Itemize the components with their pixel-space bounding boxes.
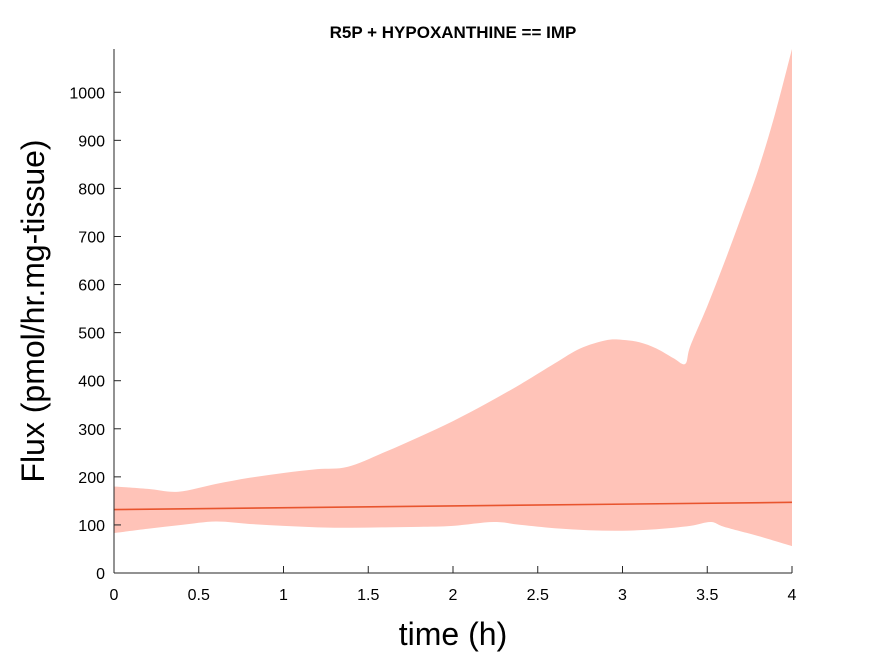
y-tick-label: 800 [78, 181, 105, 198]
x-axis-label: time (h) [399, 616, 507, 652]
x-tick-label: 3 [618, 587, 627, 604]
x-tick-label: 3.5 [696, 587, 718, 604]
y-tick-label: 400 [78, 374, 105, 391]
x-tick-label: 1.5 [357, 587, 379, 604]
y-tick-label: 100 [78, 518, 105, 535]
y-tick-label: 600 [78, 278, 105, 295]
x-tick-label: 1 [279, 587, 288, 604]
y-tick-label: 700 [78, 229, 105, 246]
y-tick-label: 300 [78, 422, 105, 439]
y-tick-label: 900 [78, 133, 105, 150]
chart-title: R5P + HYPOXANTHINE == IMP [330, 23, 577, 42]
x-tick-label: 0.5 [188, 587, 210, 604]
x-tick-label: 4 [788, 587, 797, 604]
y-tick-label: 0 [96, 566, 105, 583]
confidence-band [114, 49, 792, 547]
y-axis-label: Flux (pmol/hr.mg-tissue) [15, 139, 51, 482]
series-line-0 [113, 501, 793, 511]
x-tick-label: 2.5 [527, 587, 549, 604]
y-tick-label: 1000 [69, 85, 105, 102]
x-tick-label: 2 [449, 587, 458, 604]
x-tick-label: 0 [110, 587, 119, 604]
y-tick-label: 500 [78, 326, 105, 343]
y-tick-label: 200 [78, 470, 105, 487]
